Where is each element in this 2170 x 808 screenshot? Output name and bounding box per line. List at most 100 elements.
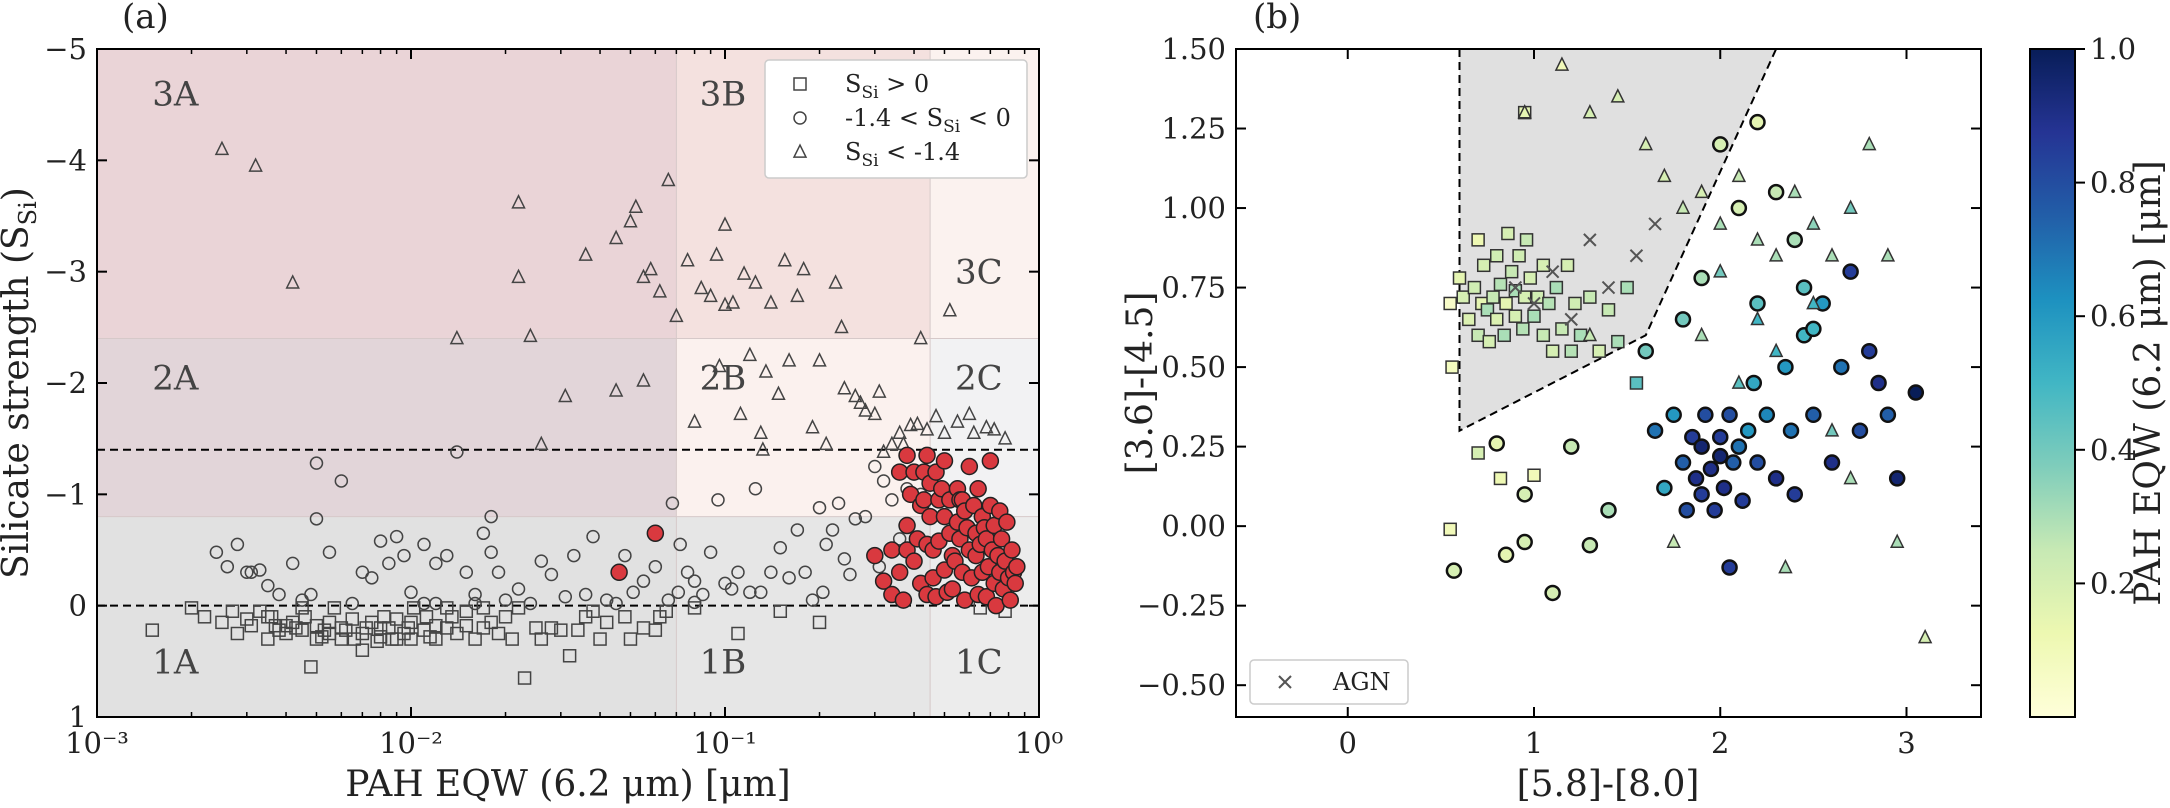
data-point-square <box>599 615 614 630</box>
data-point-triangle <box>1843 469 1858 485</box>
x-tick-label: 10⁻¹ <box>693 726 757 760</box>
data-point-circle <box>858 509 873 524</box>
data-point-circle <box>825 523 840 537</box>
plot-a-xlabel: PAH EQW (6.2 μm) [μm] <box>345 764 790 805</box>
data-point-triangle <box>781 352 797 367</box>
data-point-circle <box>1786 231 1803 249</box>
colorbar-ticks: 0.2 0.4 0.6 0.8 1.0 <box>2075 32 2136 600</box>
data-point-circle <box>671 585 686 600</box>
data-point-square <box>623 632 638 646</box>
data-point-square <box>731 626 745 641</box>
data-point-circle <box>754 585 768 600</box>
data-point-square <box>1443 522 1457 537</box>
colorbar-label: PAH EQW (6.2 μm) [μm] <box>2128 160 2169 605</box>
data-point-circle <box>440 548 454 563</box>
data-point-square <box>1536 258 1551 273</box>
data-point-triangle <box>876 443 891 458</box>
data-point-square <box>1620 280 1634 295</box>
data-point-triangle <box>758 363 774 378</box>
data-point-circle <box>696 587 710 602</box>
data-point-circle <box>816 585 830 600</box>
highlight-point <box>1003 541 1021 559</box>
data-point-square <box>1486 290 1500 304</box>
highlight-point <box>1006 574 1024 593</box>
region-label-3b: 3B <box>700 75 747 115</box>
data-point-square <box>687 601 702 615</box>
data-point-triangle <box>753 424 768 440</box>
data-point-circle <box>1861 342 1878 360</box>
data-point-circle <box>1516 486 1533 503</box>
data-point-triangle <box>1638 135 1653 151</box>
plot-b-points <box>1443 56 1933 644</box>
data-point-square <box>345 612 360 626</box>
data-point-circle <box>1656 479 1673 497</box>
data-point-square <box>264 610 279 624</box>
data-point-circle <box>429 556 443 571</box>
data-point-triangle <box>1778 558 1793 574</box>
data-point-triangle <box>1694 183 1709 199</box>
data-point-circle <box>1749 454 1766 471</box>
data-point-circle <box>1767 183 1785 201</box>
data-point-triangle <box>636 372 651 387</box>
data-point-circle <box>309 512 324 526</box>
data-point-square <box>1527 309 1541 323</box>
data-point-square <box>197 610 212 624</box>
data-point-triangle <box>858 402 873 417</box>
data-point-circle <box>673 537 687 552</box>
data-point-circle <box>618 548 632 563</box>
data-point-triangle <box>717 216 733 231</box>
data-point-square <box>298 610 312 624</box>
highlight-point <box>898 516 916 535</box>
data-point-triangle <box>1731 167 1747 183</box>
data-point-circle <box>1674 454 1692 471</box>
x-tick-label: 2 <box>1711 726 1729 760</box>
legend-marker-circle <box>793 111 807 125</box>
plot-b-legend: AGN <box>1249 659 1409 705</box>
data-point-square <box>1512 249 1526 263</box>
data-point-x <box>1527 296 1541 311</box>
data-point-triangle <box>1806 215 1821 230</box>
data-point-square <box>459 618 474 633</box>
data-point-square <box>517 671 532 685</box>
region-label-1c: 1C <box>955 642 1003 682</box>
data-point-circle <box>484 545 498 559</box>
data-point-triangle <box>623 212 638 228</box>
region-2a <box>97 338 677 517</box>
y-tick-label: −1 <box>44 477 87 511</box>
data-point-circle <box>868 459 882 474</box>
data-point-circle <box>272 587 286 602</box>
data-point-square <box>505 632 519 646</box>
data-point-triangle <box>928 407 944 423</box>
panel-b-label: (b) <box>1253 0 1301 37</box>
data-point-triangle <box>1768 342 1784 358</box>
data-point-circle <box>389 529 404 544</box>
data-point-triangle <box>950 413 965 428</box>
plot-a-ylabel: Silicate strength (SSi) <box>0 187 42 579</box>
data-point-square <box>491 626 506 641</box>
y-tick-label: −0.25 <box>1137 589 1226 623</box>
data-point-square <box>1471 328 1485 343</box>
region-label-2c: 2C <box>955 358 1003 398</box>
data-point-circle <box>498 593 513 607</box>
data-point-square <box>459 604 474 618</box>
data-point-triangle <box>755 441 771 456</box>
data-point-square <box>1601 303 1616 317</box>
y-tick-label: 0.25 <box>1161 430 1226 464</box>
plot-a-points <box>145 140 1026 685</box>
data-point-square <box>1471 446 1485 460</box>
data-point-square <box>406 601 421 615</box>
data-point-circle <box>1851 422 1869 439</box>
data-point-square <box>1499 296 1513 311</box>
data-point-circle <box>1693 269 1710 287</box>
data-point-triangle <box>986 421 1002 436</box>
data-point-circle <box>837 552 852 566</box>
data-point-triangle <box>703 287 718 303</box>
data-point-circle <box>609 596 623 611</box>
data-point-x <box>1508 280 1523 295</box>
data-point-circle <box>665 496 680 510</box>
data-point-triangle <box>1610 88 1626 103</box>
data-point-triangle <box>511 194 526 209</box>
data-point-circle <box>1730 199 1748 217</box>
data-point-triangle <box>712 357 727 373</box>
data-point-circle <box>1715 479 1733 497</box>
